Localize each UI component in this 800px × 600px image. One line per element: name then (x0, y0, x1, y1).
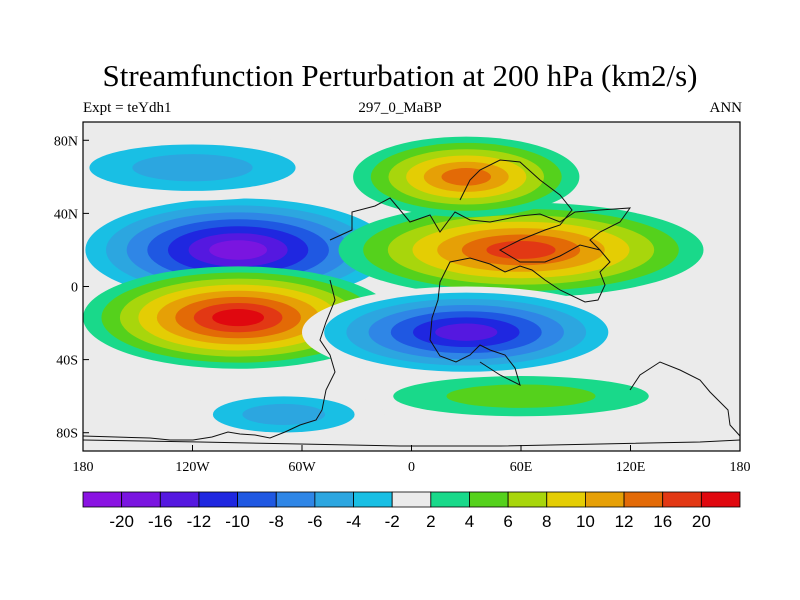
lat-tick-label: 40S (56, 354, 78, 369)
colorbar-box (82, 491, 123, 508)
colorbar-box (159, 491, 200, 508)
colorbar-label: 4 (465, 512, 474, 531)
colorbar-box (353, 491, 393, 508)
colorbar-box (662, 491, 702, 508)
colorbar-label: -4 (346, 512, 361, 531)
lat-tick-label: 80N (54, 134, 78, 149)
contour-level-3-6 (435, 323, 498, 341)
continent-outline-antarctic (82, 439, 741, 447)
lon-tick-label: 0 (408, 460, 415, 475)
lon-tick-label: 120E (616, 460, 646, 475)
colorbar-label: 16 (653, 512, 672, 531)
colorbar-box (623, 491, 664, 508)
contour-level-5-2 (132, 154, 253, 182)
continent-outline-australia (629, 361, 741, 437)
colorbar-label: -8 (269, 512, 284, 531)
colorbar-box (585, 491, 625, 508)
lon-tick-label: 120W (175, 460, 210, 475)
lon-tick-label: 60W (288, 460, 316, 475)
lat-tick-label: 0 (71, 281, 78, 296)
contour-level-2-6 (486, 240, 556, 259)
colorbar-box (546, 491, 586, 508)
contour-level-1-7 (212, 309, 264, 327)
lon-tick-label: 60E (510, 460, 533, 475)
colorbar-box (469, 491, 509, 508)
latitude-axis: 80N 40N 0 40S 80S (54, 134, 89, 442)
season-label: ANN (709, 100, 743, 116)
experiment-label: Expt = teYdh1 (83, 100, 172, 116)
colorbar-box (121, 491, 161, 508)
continent-outline-south-america (82, 279, 336, 441)
colorbar-box (198, 491, 238, 508)
colorbar-box (700, 491, 741, 508)
colorbar-label: 10 (576, 512, 595, 531)
longitude-axis: 180 120W 60W 0 60E 120E 180 (73, 445, 751, 475)
colorbar-label: 8 (542, 512, 551, 531)
contour-level-4-5 (441, 168, 492, 186)
colorbar-label: -2 (385, 512, 400, 531)
colorbar-box (237, 491, 277, 508)
colorbar-box (430, 491, 470, 508)
colorbar-label: -20 (109, 512, 134, 531)
lat-tick-label: 40N (54, 207, 78, 222)
colorbar-label: 2 (426, 512, 435, 531)
colorbar: -20 -16 -12 -10 -8 -6 -4 -2 2 4 6 8 10 12 16 20 (82, 491, 741, 531)
contour-level-6-2 (242, 403, 326, 425)
lon-tick-label: 180 (73, 460, 94, 475)
contour-level-0-7 (209, 240, 268, 260)
colorbar-box (391, 491, 432, 508)
colorbar-box (275, 491, 316, 508)
colorbar-label: -6 (307, 512, 322, 531)
colorbar-label: 20 (692, 512, 711, 531)
continent-outline-americas (459, 159, 601, 263)
map-title: Streamfunction Perturbation at 200 hPa (… (102, 58, 698, 93)
colorbar-label: 6 (503, 512, 512, 531)
continent-outline-africa-eurasia (329, 197, 632, 386)
colorbar-label: -16 (148, 512, 173, 531)
contour-level-7-1 (446, 384, 596, 408)
colorbar-box (314, 491, 354, 508)
colorbar-label: -12 (187, 512, 212, 531)
colorbar-label: -10 (225, 512, 250, 531)
time-label: 297_0_MaBP (358, 100, 442, 116)
colorbar-box (507, 491, 548, 508)
lat-tick-label: 80S (56, 427, 78, 442)
lon-tick-label: 180 (730, 460, 751, 475)
colorbar-label: 12 (615, 512, 634, 531)
